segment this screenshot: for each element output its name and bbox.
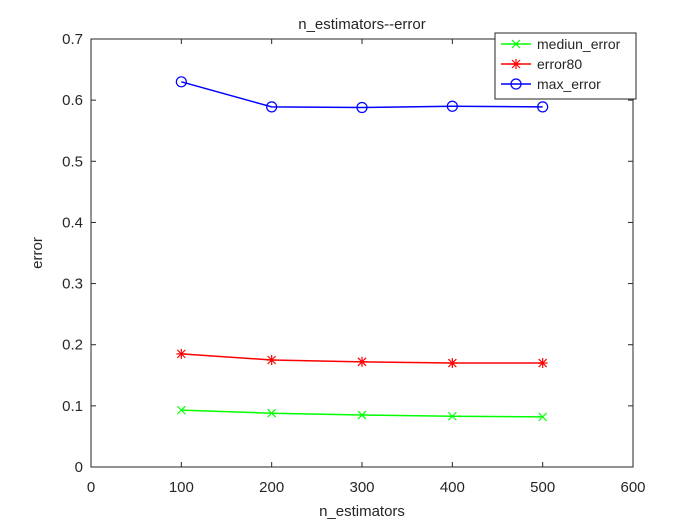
y-tick-label: 0.1 [62,398,83,415]
data-point [357,356,367,367]
data-point [446,100,458,112]
series-mediun_error [176,405,548,422]
chart-title: n_estimators--error [298,16,426,33]
x-tick-label: 300 [349,479,374,496]
data-point [357,410,367,420]
series-error80 [176,348,548,369]
y-tick-label: 0 [75,459,83,476]
y-tick-label: 0.7 [62,31,83,48]
y-tick-label: 0.2 [62,337,83,354]
y-tick-label: 0.5 [62,153,83,170]
legend: mediun_error error80 max_error [494,32,637,100]
data-point [356,101,368,114]
data-point [176,405,186,415]
data-point [447,358,458,369]
data-point [175,76,187,88]
legend-label: error80 [537,56,582,72]
x-tick-label: 600 [620,479,645,496]
y-tick-label: 0.4 [62,214,83,231]
x-axis-ticks: 0 100 200 300 400 500 600 [87,39,646,496]
series-layer [175,76,549,422]
data-point [537,101,549,113]
legend-entry: mediun_error [501,36,621,52]
legend-entry: max_error [501,76,601,92]
x-tick-label: 100 [169,479,194,496]
x-tick-label: 400 [440,479,465,496]
x-axis-label: n_estimators [319,503,405,520]
legend-entry: error80 [501,56,582,72]
legend-marker [511,39,521,49]
x-tick-label: 0 [87,479,95,496]
data-point [537,358,548,369]
series-line [181,81,543,109]
y-tick-label: 0.6 [62,92,83,109]
data-point [447,411,457,421]
legend-marker [511,59,521,69]
y-axis-label: error [29,237,46,269]
series-max_error [175,76,549,114]
data-point [266,355,277,365]
data-point [266,101,278,113]
data-point [267,408,277,418]
data-point [538,412,548,422]
legend-marker [510,78,522,90]
legend-label: mediun_error [537,36,621,52]
x-tick-label: 200 [259,479,284,496]
data-point [176,348,187,359]
legend-label: max_error [537,76,601,92]
plot-area [90,38,634,468]
x-tick-label: 500 [530,479,555,496]
y-axis-ticks: 0 0.1 0.2 0.3 0.4 0.5 0.6 0.7 [62,31,633,476]
y-tick-label: 0.3 [62,276,83,293]
